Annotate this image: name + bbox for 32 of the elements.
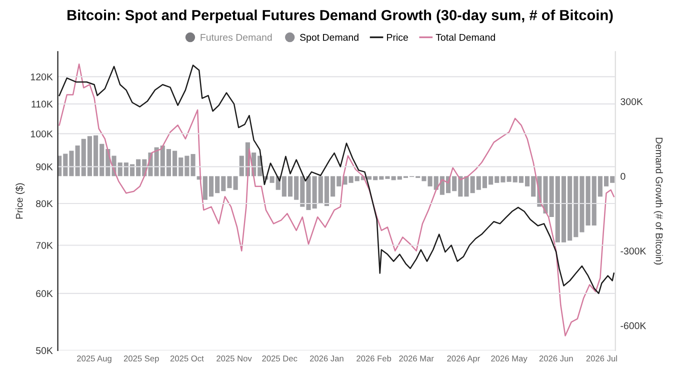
y-tick-label: 110K [32, 100, 53, 108]
x-tick-label: 2026 May [491, 356, 528, 364]
y2-tick-label: -600K [620, 322, 646, 330]
x-tick-label: 2025 Dec [262, 356, 298, 362]
legend-label: Total Demand [436, 34, 495, 41]
y2-tick-label: -300K [620, 248, 646, 254]
legend-label: Price [387, 34, 408, 41]
x-tick-label: 2025 Sep [124, 356, 159, 364]
x-tick-label: 2026 Mar [399, 356, 434, 362]
x-tick-label: 2026 Apr [447, 356, 480, 364]
y-tick-label: 60K [36, 290, 53, 298]
y-tick-label: 50K [36, 347, 53, 354]
y-tick-label: 120K [30, 73, 53, 80]
y-tick-label: 90K [36, 163, 53, 170]
x-tick-label: 2026 Jul [586, 355, 617, 362]
y-tick-label: 80K [36, 200, 53, 208]
x-tick-label: 2026 Jan [310, 356, 344, 362]
x-tick-label: 2025 Aug [77, 356, 112, 364]
y-axis-title: Price ($) [15, 183, 25, 219]
x-tick-label: 2026 Jun [539, 356, 573, 362]
legend-label: Futures Demand [200, 34, 272, 41]
y2-tick-label: 300K [620, 98, 643, 106]
x-tick-label: 2026 Feb [356, 355, 392, 362]
chart-title: Bitcoin: Spot and Perpetual Futures Demand Growth (30-day sum, # of Bitcoin) [68, 10, 613, 24]
y2-tick-label: 0 [620, 172, 626, 180]
x-tick-label: 2025 Nov [216, 356, 252, 362]
y-tick-label: 70K [36, 242, 53, 249]
y-tick-label: 100K [30, 130, 53, 138]
y2-axis-title: Demand Growth (# of Bitcoin) [654, 138, 663, 265]
line-series [58, 64, 615, 336]
x-tick-label: 2025 Oct [170, 356, 204, 362]
legend-label: Spot Demand [300, 34, 358, 43]
